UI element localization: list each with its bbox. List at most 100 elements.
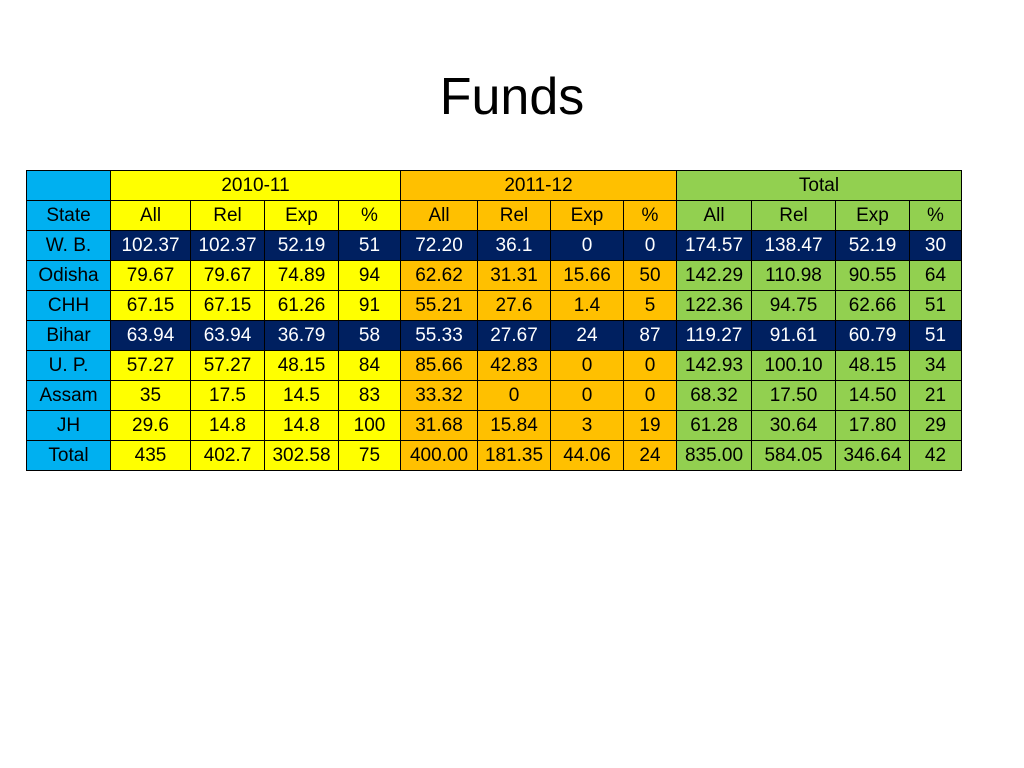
value-cell: 63.94: [110, 320, 191, 351]
value-cell: 42.83: [477, 350, 551, 381]
group-header-2010-11: 2010-11: [110, 170, 401, 201]
value-cell: 74.89: [264, 260, 339, 291]
slide-title: Funds: [439, 68, 585, 126]
value-cell: 52.19: [835, 230, 910, 261]
column-header: Exp: [550, 200, 624, 231]
value-cell: 29.6: [110, 410, 191, 441]
value-cell: 79.67: [190, 260, 265, 291]
column-header: Rel: [751, 200, 836, 231]
value-cell: 0: [550, 350, 624, 381]
value-cell: 5: [623, 290, 677, 321]
value-cell: 17.5: [190, 380, 265, 411]
value-cell: 100: [338, 410, 401, 441]
value-cell: 79.67: [110, 260, 191, 291]
value-cell: 94.75: [751, 290, 836, 321]
table-row: Bihar 63.94 63.94 36.79 58 55.33 27.67 24 87 119.…: [26, 320, 962, 351]
group-header-total: Total: [676, 170, 962, 201]
value-cell: 87: [623, 320, 677, 351]
value-cell: 91: [338, 290, 401, 321]
value-cell: 21: [909, 380, 962, 411]
corner-cell: [26, 170, 111, 201]
table-row: U. P. 57.27 57.27 48.15 84 85.66 42.83 0 0 142.93…: [26, 350, 962, 381]
value-cell: 17.80: [835, 410, 910, 441]
value-cell: 19: [623, 410, 677, 441]
table-row: W. B. 102.37 102.37 52.19 51 72.20 36.1 0 0 174.5…: [26, 230, 962, 261]
value-cell: 142.93: [676, 350, 752, 381]
value-cell: 36.1: [477, 230, 551, 261]
value-cell: 31.31: [477, 260, 551, 291]
column-header: All: [110, 200, 191, 231]
value-cell: 14.8: [264, 410, 339, 441]
value-cell: 110.98: [751, 260, 836, 291]
value-cell: 14.8: [190, 410, 265, 441]
value-cell: 62.66: [835, 290, 910, 321]
column-header: Rel: [477, 200, 551, 231]
value-cell: 72.20: [400, 230, 478, 261]
value-cell: 83: [338, 380, 401, 411]
table-row: Assam 35 17.5 14.5 83 33.32 0 0 0 68.32 17.50 14.50…: [26, 380, 962, 411]
value-cell: 102.37: [190, 230, 265, 261]
table-row: Odisha 79.67 79.67 74.89 94 62.62 31.31 15.66 50…: [26, 260, 962, 291]
value-cell: 68.32: [676, 380, 752, 411]
value-cell: 67.15: [190, 290, 265, 321]
value-cell: 3: [550, 410, 624, 441]
value-cell: 402.7: [190, 440, 265, 471]
value-cell: 835.00: [676, 440, 752, 471]
value-cell: 346.64: [835, 440, 910, 471]
value-cell: 55.21: [400, 290, 478, 321]
group-header-row: 2010-11 2011-12 Total: [26, 170, 962, 201]
value-cell: 75: [338, 440, 401, 471]
value-cell: 142.29: [676, 260, 752, 291]
value-cell: 62.62: [400, 260, 478, 291]
state-cell: W. B.: [26, 230, 111, 261]
value-cell: 122.36: [676, 290, 752, 321]
state-cell: CHH: [26, 290, 111, 321]
value-cell: 48.15: [264, 350, 339, 381]
value-cell: 67.15: [110, 290, 191, 321]
value-cell: 30.64: [751, 410, 836, 441]
value-cell: 90.55: [835, 260, 910, 291]
value-cell: 174.57: [676, 230, 752, 261]
value-cell: 400.00: [400, 440, 478, 471]
table-row: CHH 67.15 67.15 61.26 91 55.21 27.6 1.4 5 122.36 9…: [26, 290, 962, 321]
value-cell: 15.66: [550, 260, 624, 291]
value-cell: 24: [550, 320, 624, 351]
table-row: JH 29.6 14.8 14.8 100 31.68 15.84 3 19 61.28 30.64…: [26, 410, 962, 441]
value-cell: 44.06: [550, 440, 624, 471]
value-cell: 1.4: [550, 290, 624, 321]
state-cell: Bihar: [26, 320, 111, 351]
column-header: Exp: [264, 200, 339, 231]
column-header: Exp: [835, 200, 910, 231]
value-cell: 31.68: [400, 410, 478, 441]
column-header: All: [676, 200, 752, 231]
value-cell: 29: [909, 410, 962, 441]
value-cell: 61.26: [264, 290, 339, 321]
state-cell: Total: [26, 440, 111, 471]
value-cell: 33.32: [400, 380, 478, 411]
value-cell: 51: [338, 230, 401, 261]
value-cell: 17.50: [751, 380, 836, 411]
value-cell: 57.27: [190, 350, 265, 381]
state-cell: JH: [26, 410, 111, 441]
value-cell: 0: [550, 380, 624, 411]
column-header: %: [623, 200, 677, 231]
value-cell: 302.58: [264, 440, 339, 471]
value-cell: 57.27: [110, 350, 191, 381]
value-cell: 84: [338, 350, 401, 381]
value-cell: 94: [338, 260, 401, 291]
value-cell: 15.84: [477, 410, 551, 441]
value-cell: 35: [110, 380, 191, 411]
value-cell: 0: [623, 380, 677, 411]
value-cell: 42: [909, 440, 962, 471]
value-cell: 51: [909, 290, 962, 321]
funds-table: 2010-11 2011-12 Total State All Rel Exp% All Rel…: [26, 170, 962, 471]
value-cell: 64: [909, 260, 962, 291]
value-cell: 435: [110, 440, 191, 471]
value-cell: 60.79: [835, 320, 910, 351]
column-header: All: [400, 200, 478, 231]
value-cell: 0: [550, 230, 624, 261]
value-cell: 584.05: [751, 440, 836, 471]
column-header: %: [909, 200, 962, 231]
value-cell: 91.61: [751, 320, 836, 351]
value-cell: 181.35: [477, 440, 551, 471]
